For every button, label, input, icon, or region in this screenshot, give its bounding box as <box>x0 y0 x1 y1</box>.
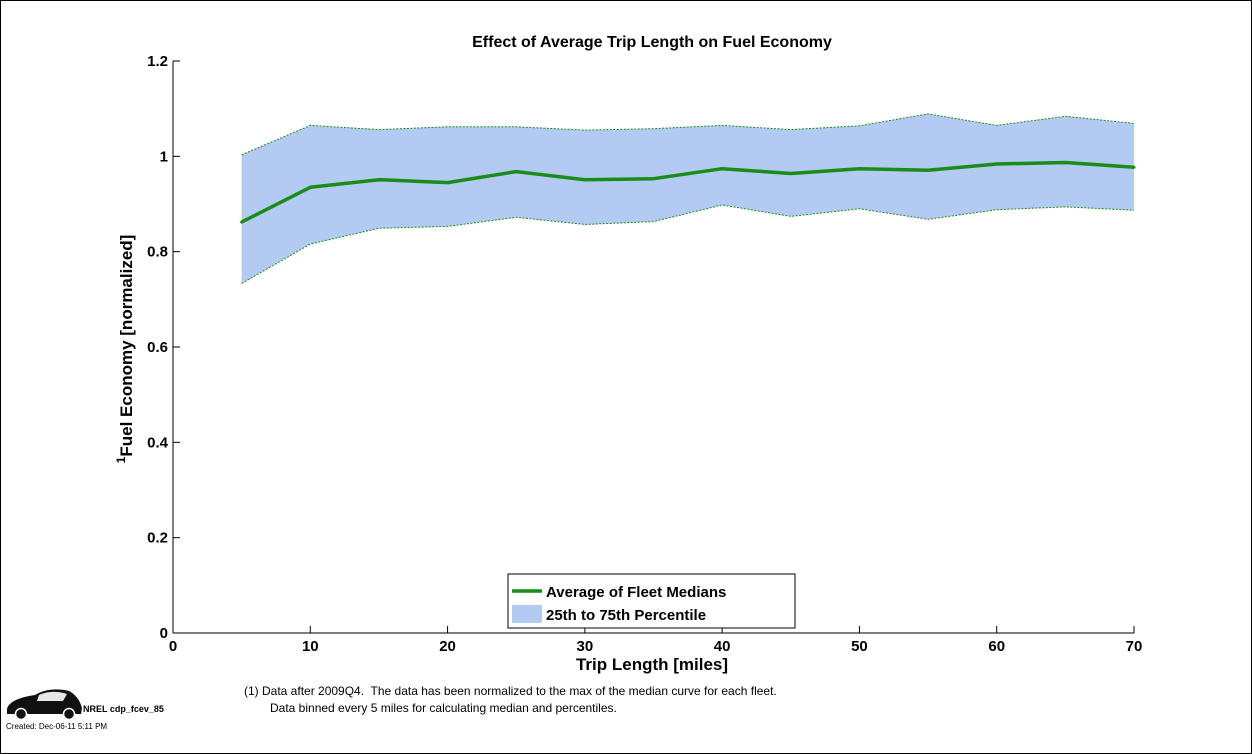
y-axis-label: 1Fuel Economy [normalized] <box>114 235 136 464</box>
legend-band-swatch <box>512 605 542 623</box>
y-tick-label: 0.4 <box>147 434 169 451</box>
car-icon <box>7 689 82 721</box>
median-point <box>514 170 518 174</box>
median-point <box>446 181 450 185</box>
x-ticks: 0 10 20 30 40 50 60 70 <box>169 626 1143 655</box>
x-tick-label: 50 <box>851 638 868 655</box>
y-tick-label: 1.2 <box>147 53 168 70</box>
median-point <box>720 167 724 171</box>
median-point <box>1132 165 1136 169</box>
legend-median-label: Average of Fleet Medians <box>546 584 726 601</box>
median-points <box>240 161 1136 224</box>
median-point <box>789 171 793 175</box>
y-ticks: 0 0.2 0.4 0.6 0.8 1 1.2 <box>147 53 180 642</box>
chart-title: Effect of Average Trip Length on Fuel Ec… <box>472 34 832 51</box>
median-point <box>857 167 861 171</box>
median-point <box>240 220 244 224</box>
badge-id: NREL cdp_fcev_85 <box>83 704 164 714</box>
median-point <box>652 177 655 181</box>
percentile-lower-edge <box>241 204 1135 285</box>
x-tick-label: 40 <box>714 638 731 655</box>
median-point <box>377 178 381 182</box>
plot-area <box>240 113 1136 285</box>
x-tick-label: 20 <box>439 638 456 655</box>
y-axis-label-superscript: 1 <box>114 456 128 463</box>
legend: Average of Fleet Medians 25th to 75th Pe… <box>507 573 796 629</box>
y-tick-label: 0.6 <box>147 339 168 356</box>
median-line <box>240 160 1135 224</box>
y-tick-label: 0.8 <box>147 244 168 261</box>
y-tick-label: 1 <box>160 148 168 165</box>
footnote-line-1: (1) Data after 2009Q4. The data has been… <box>244 684 777 698</box>
legend-box <box>507 573 796 629</box>
median-point <box>926 168 930 172</box>
legend-band-label: 25th to 75th Percentile <box>546 607 706 624</box>
x-tick-label: 70 <box>1126 638 1143 655</box>
y-tick-label: 0.2 <box>147 530 168 547</box>
badge-created: Created: Dec-06-11 5:11 PM <box>6 722 108 731</box>
percentile-band <box>241 113 1135 284</box>
x-tick-label: 10 <box>302 638 319 655</box>
y-tick-label: 0 <box>160 625 168 642</box>
median-point <box>583 178 587 182</box>
percentile-upper-edge <box>241 113 1135 156</box>
x-tick-label: 60 <box>988 638 1005 655</box>
x-tick-label: 30 <box>577 638 594 655</box>
median-point <box>995 162 999 166</box>
x-axis-label: Trip Length [miles] <box>576 655 728 674</box>
median-point <box>308 185 312 189</box>
median-point <box>1063 161 1067 165</box>
y-axis-label-group: 1Fuel Economy [normalized] <box>114 235 136 464</box>
y-axis-label-text: Fuel Economy [normalized] <box>117 235 136 457</box>
x-tick-label: 0 <box>169 638 177 655</box>
footnote-line-2: Data binned every 5 miles for calculatin… <box>270 701 617 715</box>
